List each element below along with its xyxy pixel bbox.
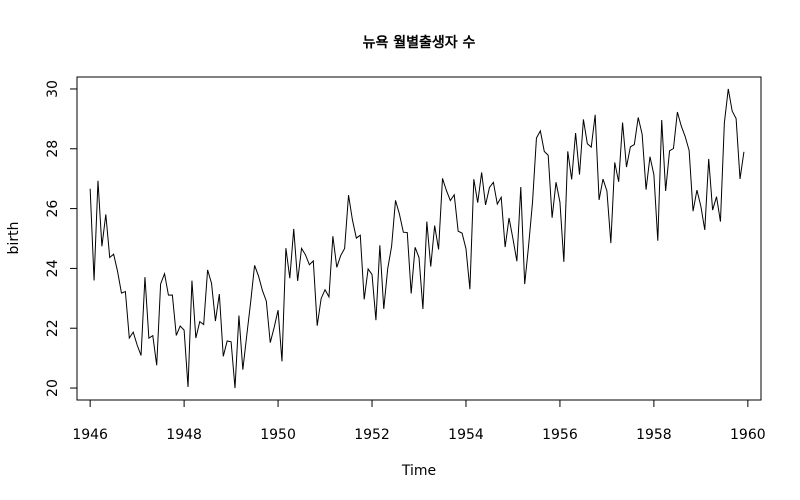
birth-series-line: [89, 88, 745, 389]
plot-frame: [76, 76, 762, 401]
y-tick-label: 28: [45, 140, 61, 158]
x-tick-label: 1960: [730, 427, 766, 443]
y-tick-label: 22: [45, 319, 61, 337]
x-tick-label: 1952: [354, 427, 390, 443]
chart-title: 뉴욕 월별출생자 수: [363, 34, 476, 51]
data-points: [90, 89, 744, 388]
y-tick-label: 30: [45, 80, 61, 98]
x-axis: 1946 1948 1950 1952 1954 1956 1958 1960: [72, 399, 766, 443]
x-tick-label: 1956: [542, 427, 578, 443]
x-tick-label: 1948: [166, 427, 202, 443]
x-tick-label: 1954: [448, 427, 484, 443]
y-axis-label: birth: [6, 222, 22, 255]
x-axis-label: Time: [401, 463, 436, 479]
y-tick-label: 24: [45, 259, 61, 277]
y-tick-label: 20: [45, 379, 61, 397]
y-axis: 20 22 24 26 28 30: [45, 80, 78, 397]
x-tick-label: 1950: [260, 427, 296, 443]
x-tick-label: 1958: [636, 427, 672, 443]
x-tick-label: 1946: [72, 427, 108, 443]
y-tick-label: 26: [45, 200, 61, 218]
